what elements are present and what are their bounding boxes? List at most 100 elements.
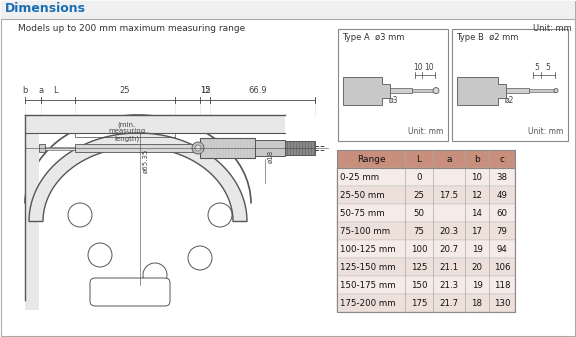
Text: a: a — [446, 154, 452, 163]
Circle shape — [192, 142, 204, 154]
Text: 21.7: 21.7 — [439, 299, 458, 307]
Text: 19: 19 — [472, 245, 483, 253]
Text: 10: 10 — [424, 63, 433, 71]
Text: 20: 20 — [472, 263, 483, 272]
Circle shape — [554, 89, 558, 93]
Text: c: c — [499, 154, 505, 163]
Text: Dimensions: Dimensions — [5, 2, 86, 15]
Polygon shape — [457, 76, 506, 104]
Text: 75-100 mm: 75-100 mm — [340, 226, 390, 236]
Text: Range: Range — [357, 154, 385, 163]
Text: Unit: mm: Unit: mm — [528, 127, 563, 136]
Polygon shape — [29, 133, 247, 221]
Text: 60: 60 — [497, 209, 507, 217]
Text: 0-25 mm: 0-25 mm — [340, 173, 379, 182]
Text: 50-75 mm: 50-75 mm — [340, 209, 385, 217]
Text: 118: 118 — [494, 280, 510, 289]
Text: 50: 50 — [414, 209, 425, 217]
Bar — [337, 186, 515, 204]
Bar — [529, 89, 556, 92]
Text: 175: 175 — [411, 299, 427, 307]
Bar — [337, 150, 515, 312]
Text: L: L — [416, 154, 422, 163]
Text: ø3: ø3 — [389, 96, 398, 104]
Text: 125-150 mm: 125-150 mm — [340, 263, 396, 272]
Text: 94: 94 — [497, 245, 507, 253]
Text: 20.7: 20.7 — [439, 245, 458, 253]
Bar — [25, 115, 39, 310]
Text: 25-50 mm: 25-50 mm — [340, 190, 385, 200]
Text: 100-125 mm: 100-125 mm — [340, 245, 396, 253]
Text: 25: 25 — [414, 190, 425, 200]
Bar — [337, 276, 515, 294]
Circle shape — [188, 246, 212, 270]
Text: 17: 17 — [472, 226, 483, 236]
Bar — [337, 240, 515, 258]
Bar — [452, 29, 568, 141]
Text: 25: 25 — [120, 86, 130, 95]
Text: 10: 10 — [414, 63, 423, 71]
Bar — [1, 1, 575, 19]
Bar — [337, 168, 515, 186]
Text: Models up to 200 mm maximum measuring range: Models up to 200 mm maximum measuring ra… — [18, 24, 245, 33]
Text: a: a — [39, 86, 44, 95]
Text: 49: 49 — [497, 190, 507, 200]
Circle shape — [68, 203, 92, 227]
Bar — [337, 222, 515, 240]
Text: 17.5: 17.5 — [439, 190, 458, 200]
Bar — [338, 29, 448, 141]
Text: 14: 14 — [472, 209, 483, 217]
Bar — [25, 115, 285, 133]
Polygon shape — [343, 76, 389, 104]
Text: 15: 15 — [200, 86, 210, 95]
Text: 130: 130 — [494, 299, 510, 307]
Text: 125: 125 — [411, 263, 427, 272]
Bar — [255, 140, 285, 156]
Text: Unit: mm: Unit: mm — [533, 24, 572, 33]
Circle shape — [195, 145, 201, 151]
Text: 21.1: 21.1 — [439, 263, 458, 272]
Text: (min.
measuring
length): (min. measuring length) — [108, 121, 146, 142]
Text: 20.3: 20.3 — [439, 226, 458, 236]
Text: 12: 12 — [472, 190, 483, 200]
Text: Type B  ø2 mm: Type B ø2 mm — [456, 33, 518, 42]
Circle shape — [208, 203, 232, 227]
FancyBboxPatch shape — [90, 278, 170, 306]
Text: ø18: ø18 — [268, 150, 274, 163]
Text: b: b — [22, 86, 28, 95]
Circle shape — [433, 88, 439, 94]
Text: L: L — [52, 86, 58, 95]
Text: 18: 18 — [472, 299, 483, 307]
Bar — [337, 150, 515, 168]
Text: 100: 100 — [411, 245, 427, 253]
Bar — [200, 138, 255, 158]
Bar — [285, 141, 315, 155]
Bar — [75, 144, 200, 152]
Text: ø65.35: ø65.35 — [143, 149, 149, 173]
Bar — [389, 88, 411, 93]
Text: 0: 0 — [416, 173, 422, 182]
Text: 21.3: 21.3 — [439, 280, 458, 289]
Circle shape — [88, 243, 112, 267]
Bar — [337, 294, 515, 312]
Text: 150-175 mm: 150-175 mm — [340, 280, 396, 289]
Text: ø2: ø2 — [505, 96, 514, 104]
Bar — [337, 204, 515, 222]
Bar — [506, 88, 529, 93]
Text: 175-200 mm: 175-200 mm — [340, 299, 396, 307]
Text: 66.9: 66.9 — [248, 86, 267, 95]
Bar — [39, 144, 45, 152]
Bar — [337, 258, 515, 276]
Bar — [45, 147, 75, 150]
Text: 150: 150 — [411, 280, 427, 289]
Text: 10: 10 — [472, 173, 483, 182]
Circle shape — [143, 263, 167, 287]
Text: 106: 106 — [494, 263, 510, 272]
Text: 12: 12 — [200, 86, 210, 95]
Bar — [411, 89, 436, 92]
Text: 79: 79 — [497, 226, 507, 236]
Text: Unit: mm: Unit: mm — [408, 127, 443, 136]
Text: Type A  ø3 mm: Type A ø3 mm — [342, 33, 404, 42]
Text: 75: 75 — [414, 226, 425, 236]
Text: 19: 19 — [472, 280, 483, 289]
